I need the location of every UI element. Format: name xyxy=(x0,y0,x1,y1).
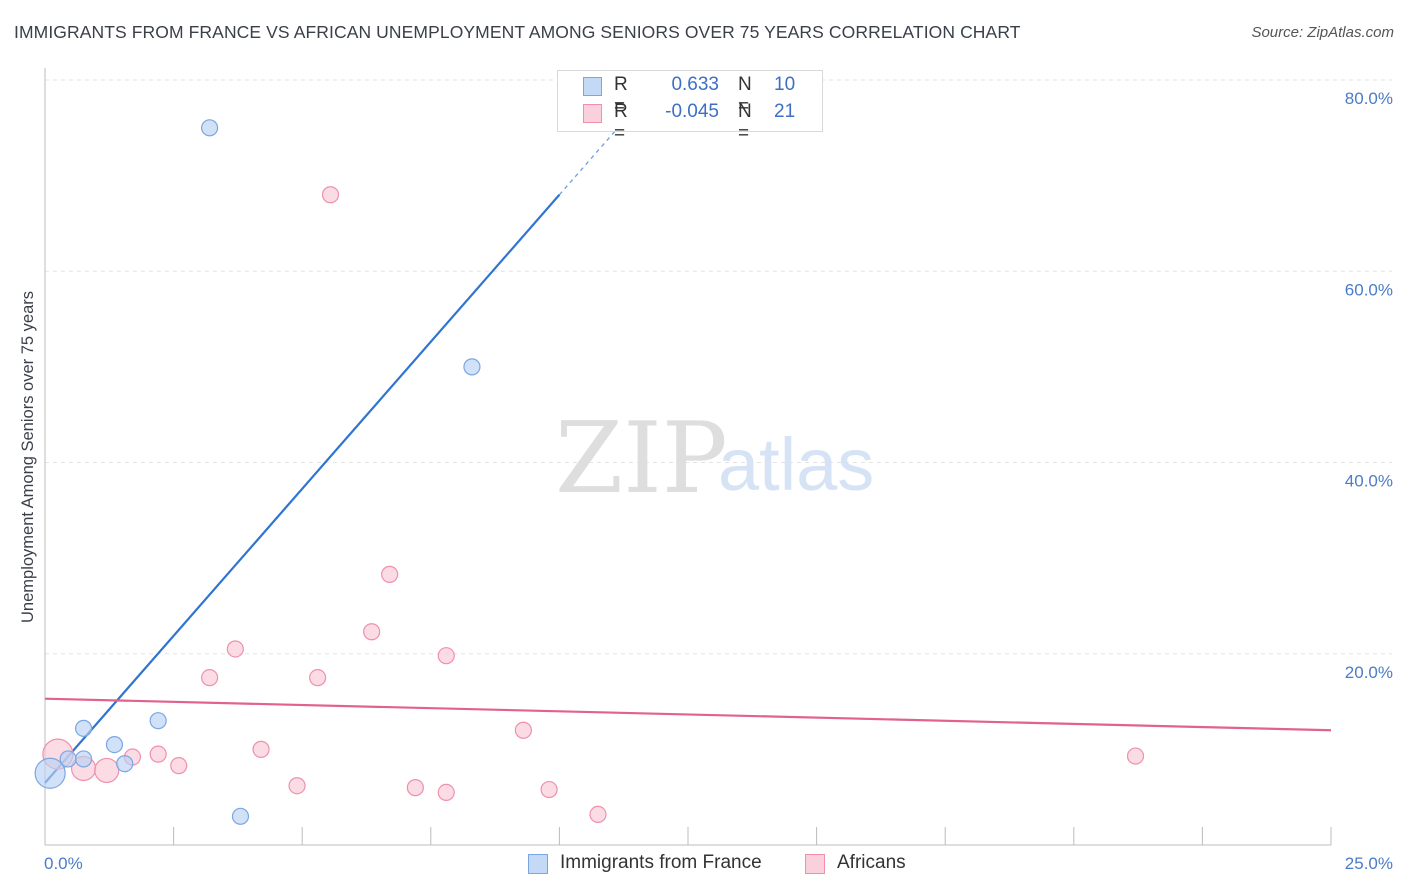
chart-title: IMMIGRANTS FROM FRANCE VS AFRICAN UNEMPL… xyxy=(14,22,1021,42)
source-label: Source: ZipAtlas.com xyxy=(1251,24,1394,41)
n-label: N = xyxy=(738,101,752,144)
france-swatch xyxy=(528,854,548,874)
africans-point xyxy=(437,783,455,802)
africans-point xyxy=(1126,747,1145,765)
n-value: 21 xyxy=(774,101,796,122)
africans-point xyxy=(94,757,120,784)
france-point xyxy=(231,807,250,825)
africans-point xyxy=(201,669,219,687)
africans-point xyxy=(514,721,532,739)
watermark-zip: ZIP xyxy=(555,402,728,516)
r-label: R = xyxy=(614,101,628,144)
legend-label: Africans xyxy=(837,852,906,873)
africans-swatch xyxy=(583,104,602,123)
africans-point xyxy=(321,186,340,204)
axes xyxy=(44,68,1332,846)
france-point xyxy=(149,712,167,730)
france-point xyxy=(201,119,219,137)
france-point xyxy=(463,358,481,376)
africans-point xyxy=(288,777,306,795)
france-swatch xyxy=(583,77,602,96)
france-point xyxy=(74,719,93,737)
africans-point xyxy=(363,623,381,641)
r-value: -0.045 xyxy=(665,101,719,122)
n-label: N = xyxy=(738,74,752,117)
africans-point xyxy=(252,740,270,758)
y-tick-label: 20.0% xyxy=(1345,663,1393,682)
n-value: 10 xyxy=(774,74,796,95)
grid xyxy=(45,79,1392,655)
data-points xyxy=(34,119,1145,825)
africans-point xyxy=(226,640,244,658)
series-legend: Immigrants from France Africans xyxy=(0,852,1406,878)
tick-labels: 20.0% 40.0% 60.0% 80.0% 0.0% 25.0% xyxy=(44,89,1393,873)
r-value: 0.633 xyxy=(671,74,719,95)
x-tick-label: 0.0% xyxy=(44,854,83,873)
r-label: R = xyxy=(614,74,628,117)
x-tick-label: 25.0% xyxy=(1345,854,1393,873)
africans-point xyxy=(381,565,399,583)
africans-point xyxy=(170,757,188,775)
africans-point xyxy=(589,805,607,824)
africans-point xyxy=(149,745,167,763)
y-axis-label: Unemployment Among Seniors over 75 years xyxy=(19,291,37,623)
france-point xyxy=(116,755,134,773)
africans-swatch xyxy=(805,854,825,874)
africans-point xyxy=(309,669,327,687)
watermark: ZIP atlas xyxy=(555,402,874,516)
france-point xyxy=(74,750,93,768)
watermark-atlas: atlas xyxy=(718,423,874,506)
y-tick-label: 60.0% xyxy=(1345,280,1393,299)
france-point xyxy=(105,735,124,754)
correlation-legend: R = 0.633 N = 10 R = -0.045 N = 21 xyxy=(557,70,823,144)
france-trend-line xyxy=(44,194,561,784)
africans-point xyxy=(540,780,558,799)
africans-point xyxy=(437,647,455,665)
france-point xyxy=(59,750,77,768)
africans-trend-line xyxy=(44,697,1332,732)
france-point xyxy=(34,757,66,789)
y-tick-label: 40.0% xyxy=(1345,472,1393,491)
legend-label: Immigrants from France xyxy=(560,852,762,873)
y-tick-label: 80.0% xyxy=(1345,89,1393,108)
africans-point xyxy=(406,779,424,797)
